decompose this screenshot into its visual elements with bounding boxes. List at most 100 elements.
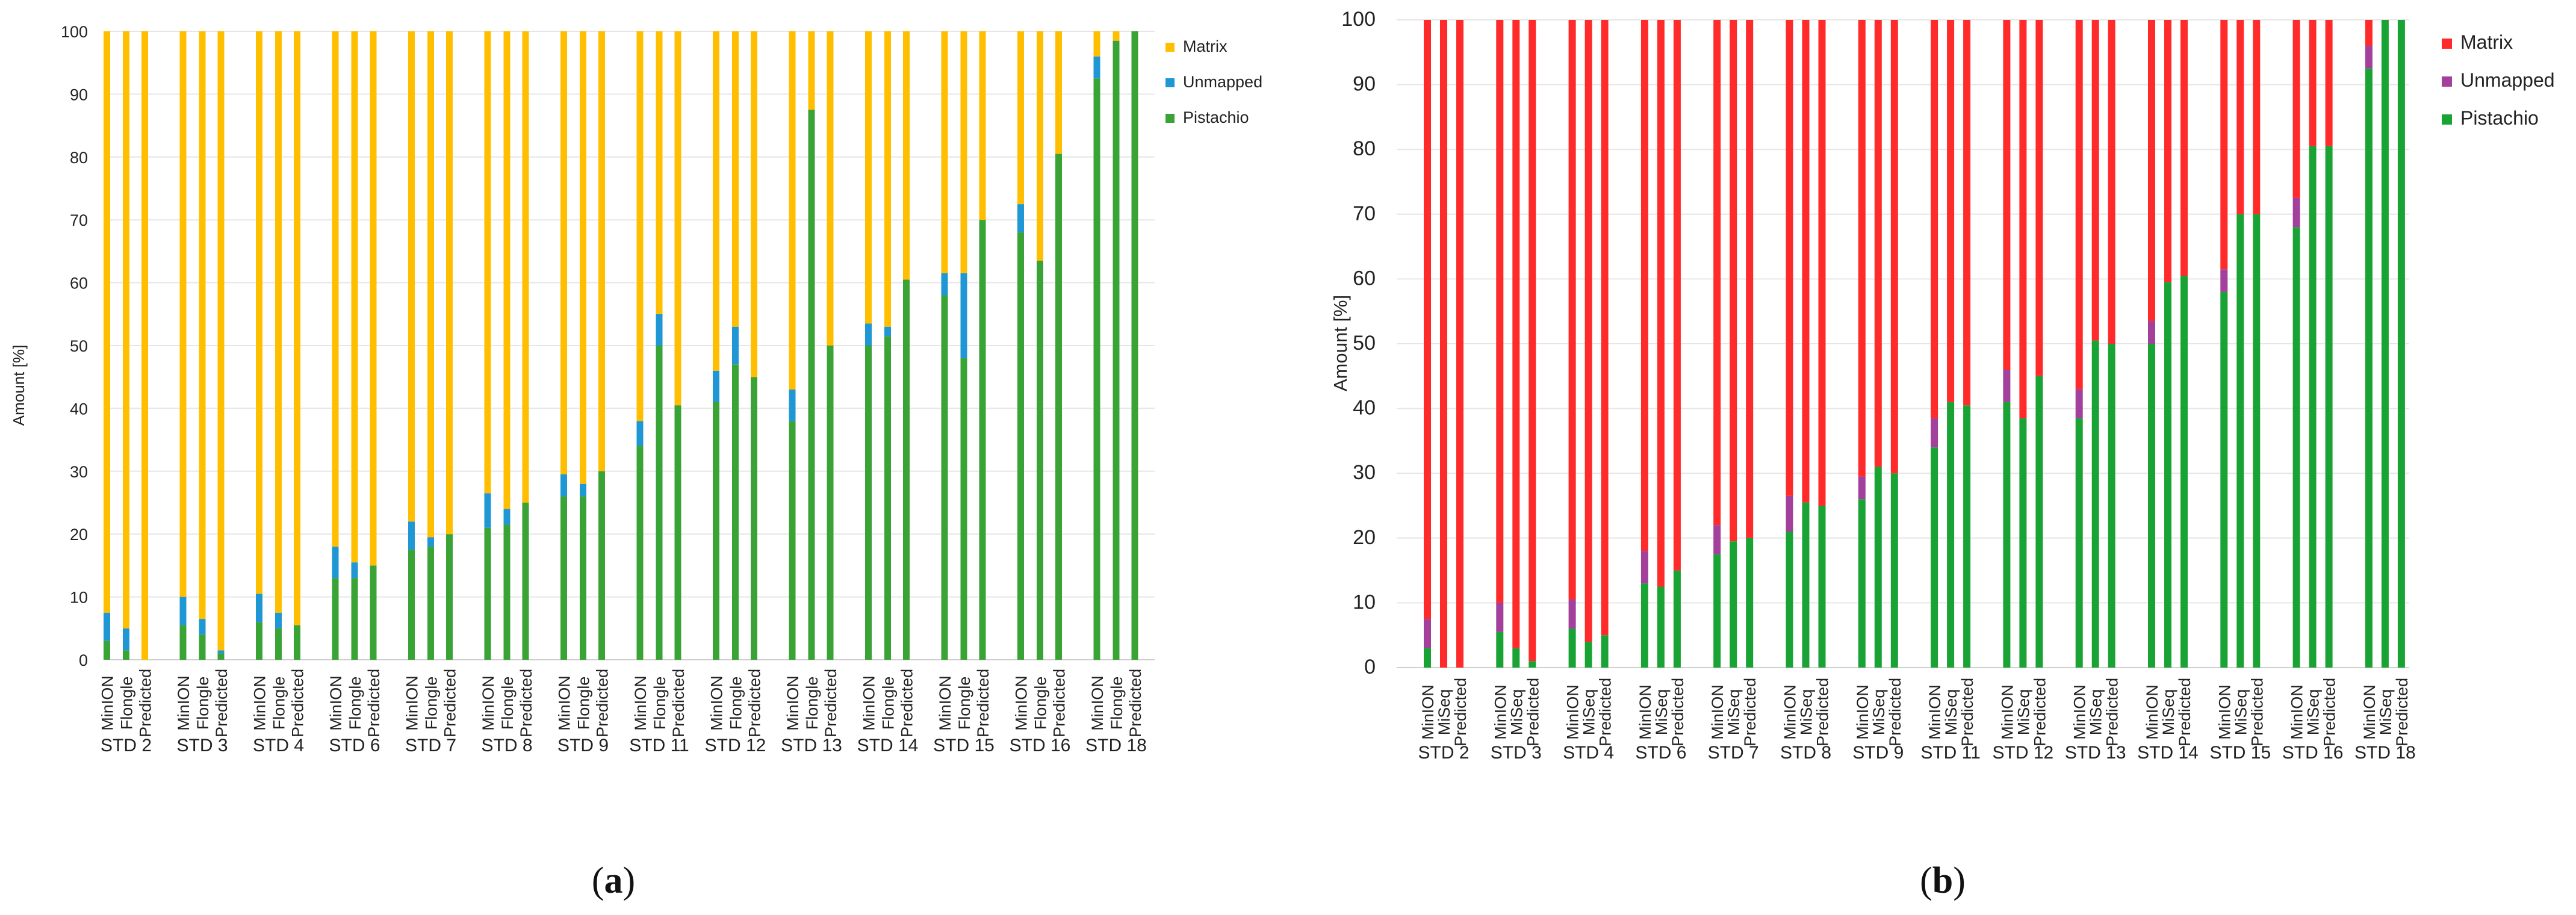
bar-segment-pistachio: [1657, 586, 1665, 668]
bar-sub-label: MinION: [2288, 684, 2306, 740]
bar-segment-pistachio: [503, 524, 511, 660]
bar-sub-label: MinION: [327, 675, 345, 731]
bar-segment-matrix: [1730, 20, 1737, 542]
bar-sub-label: MinION: [1636, 684, 1654, 740]
y-tick-label: 20: [1353, 526, 1376, 549]
bar-segment-unmapped: [351, 562, 358, 578]
bar-segment-pistachio: [1640, 583, 1648, 668]
bar-sub-label: MinION: [251, 675, 269, 731]
category-label: STD 3: [176, 736, 228, 755]
bar-segment-matrix: [1037, 31, 1043, 261]
bar-segment-pistachio: [1802, 502, 1810, 668]
bar-segment-pistachio: [2236, 214, 2244, 668]
y-tick-label: 40: [1353, 397, 1376, 420]
bar-segment-pistachio: [275, 628, 282, 660]
bar-segment-matrix: [179, 31, 187, 597]
bar-segment-unmapped: [408, 521, 415, 550]
category-label: STD 2: [1418, 743, 1469, 763]
bar-segment-matrix: [2325, 20, 2333, 146]
bar-segment-pistachio: [104, 640, 110, 660]
bar-segment-matrix: [2148, 20, 2155, 321]
category-label: STD 7: [1708, 743, 1759, 763]
bar-segment-matrix: [294, 31, 300, 625]
bar-segment-matrix: [2365, 20, 2373, 46]
bar-segment-matrix: [199, 31, 206, 619]
bar-sub-label: MinION: [2360, 684, 2379, 740]
bar-sub-label: MiSeq: [2377, 689, 2395, 736]
bar-segment-pistachio: [884, 336, 891, 660]
bar-segment-matrix: [865, 31, 872, 324]
category-label: STD 15: [933, 736, 995, 755]
bar-sub-label: MinION: [2071, 684, 2089, 740]
bar-sub-label: MinION: [1564, 684, 1582, 740]
y-tick-label: 10: [1353, 591, 1376, 613]
bar-segment-pistachio: [332, 578, 339, 660]
bar-segment-unmapped: [1713, 525, 1721, 554]
bar-segment-matrix: [141, 31, 148, 660]
bar-segment-unmapped: [732, 326, 739, 365]
bar-segment-pistachio: [1818, 506, 1826, 668]
bar-segment-matrix: [1963, 20, 1971, 406]
category-label: STD 12: [1993, 743, 2054, 763]
bar-segment-unmapped: [217, 650, 225, 654]
bar-segment-unmapped: [1496, 603, 1504, 632]
bar-segment-matrix: [732, 31, 739, 327]
category-label: STD 13: [781, 736, 842, 755]
category-label: STD 18: [1085, 736, 1147, 755]
bar-segment-pistachio: [123, 650, 129, 660]
bar-segment-pistachio: [1055, 154, 1062, 660]
bar-segment-unmapped: [2003, 370, 2011, 402]
bar-segment-pistachio: [1931, 447, 1938, 668]
category-label: STD 16: [1010, 736, 1071, 755]
bar-segment-pistachio: [2253, 214, 2261, 668]
bar-segment-unmapped: [580, 483, 586, 497]
bar-sub-label: MinION: [1013, 675, 1031, 731]
y-axis-label: Amount [%]: [10, 345, 28, 426]
bar-sub-label: Predicted: [2248, 678, 2266, 746]
bar-segment-pistachio: [674, 405, 681, 660]
bar-segment-pistachio: [560, 496, 567, 660]
bar-sub-label: Flongle: [575, 677, 593, 730]
bar-segment-matrix: [408, 31, 415, 522]
bar-segment-unmapped: [560, 474, 567, 497]
bar-segment-pistachio: [2091, 340, 2099, 668]
bar-sub-label: MiSeq: [1580, 689, 1598, 736]
bar-segment-matrix: [2253, 20, 2261, 214]
category-label: STD 15: [2209, 743, 2271, 763]
bar-segment-matrix: [217, 31, 225, 651]
bar-segment-matrix: [656, 31, 663, 314]
bar-sub-label: MinION: [1854, 684, 1872, 740]
legend-swatch-pistachio: [2442, 114, 2452, 125]
category-label: STD 3: [1491, 743, 1542, 763]
bar-segment-pistachio: [960, 358, 967, 660]
bar-segment-pistachio: [1890, 473, 1898, 668]
bar-segment-pistachio: [1131, 31, 1138, 660]
bar-segment-unmapped: [713, 370, 719, 402]
bar-segment-unmapped: [789, 389, 796, 421]
legend-label-pistachio: Pistachio: [2460, 107, 2539, 129]
category-label: STD 13: [2065, 743, 2126, 763]
bar-segment-pistachio: [713, 402, 719, 660]
bar-segment-matrix: [427, 31, 434, 538]
bar-segment-matrix: [960, 31, 967, 273]
bar-segment-matrix: [1568, 20, 1576, 600]
bar-segment-pistachio: [199, 634, 206, 660]
bar-segment-matrix: [674, 31, 681, 406]
bar-segment-matrix: [1456, 20, 1463, 668]
bar-sub-label: MiSeq: [1942, 689, 1960, 736]
bar-segment-unmapped: [636, 421, 644, 447]
bar-sub-label: Predicted: [746, 669, 764, 737]
bar-segment-pistachio: [1568, 628, 1576, 668]
bar-segment-pistachio: [408, 550, 415, 660]
bar-segment-matrix: [1802, 20, 1810, 503]
bar-sub-label: Predicted: [1597, 678, 1615, 746]
bar-segment-pistachio: [1529, 661, 1536, 668]
bar-segment-unmapped: [2148, 321, 2155, 344]
bar-segment-unmapped: [256, 594, 262, 622]
bar-segment-pistachio: [789, 421, 796, 660]
bar-sub-label: Predicted: [1451, 678, 1470, 746]
bar-segment-unmapped: [1858, 476, 1866, 500]
bar-segment-matrix: [1858, 20, 1866, 477]
